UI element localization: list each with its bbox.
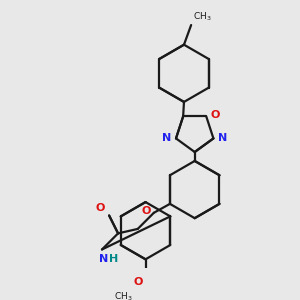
Text: CH$_3$: CH$_3$	[193, 11, 212, 23]
Text: CH$_3$: CH$_3$	[114, 291, 133, 300]
Text: O: O	[95, 203, 105, 213]
Text: O: O	[134, 277, 143, 287]
Text: N: N	[99, 254, 108, 264]
Text: N: N	[218, 134, 227, 143]
Text: O: O	[211, 110, 220, 120]
Text: O: O	[142, 206, 151, 216]
Text: N: N	[162, 134, 172, 143]
Text: H: H	[109, 254, 118, 264]
